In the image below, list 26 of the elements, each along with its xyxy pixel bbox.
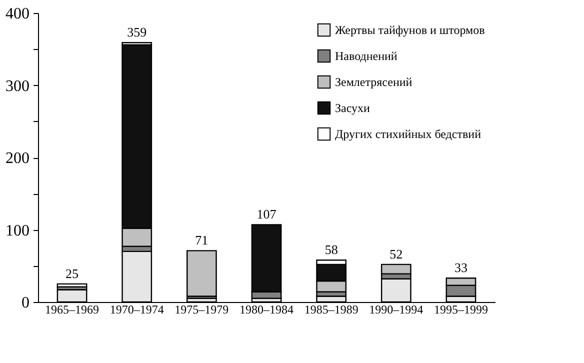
x-tick-label: 1965–1969 [45, 302, 100, 316]
x-tick-label: 1970–1974 [110, 302, 164, 316]
total-label: 359 [127, 24, 147, 40]
legend-label: Засухи [335, 101, 371, 115]
x-tick-label: 1980–1984 [240, 302, 294, 316]
legend-label: Жертвы тайфунов и штормов [335, 23, 486, 37]
total-label: 71 [195, 232, 208, 248]
y-tick-label: 100 [6, 222, 30, 240]
total-label: 52 [390, 246, 403, 262]
y-tick-label: 400 [6, 6, 30, 22]
x-tick-label: 1990–1994 [369, 302, 424, 316]
total-label: 33 [454, 260, 468, 276]
legend-label: Других стихийных бедствий [335, 127, 482, 141]
bar [56, 283, 88, 288]
y-tick-label: 0 [22, 294, 30, 312]
y-tick-label: 200 [6, 150, 30, 167]
x-tick-label: 1975–1979 [174, 302, 229, 316]
y-tick-label: 300 [6, 78, 30, 95]
x-tick-label: 1985–1989 [304, 302, 358, 316]
total-label: 107 [256, 206, 277, 222]
bar [186, 250, 217, 297]
x-tick-label: 1995–1999 [434, 302, 488, 316]
legend-label: Наводнений [335, 49, 398, 63]
total-label: 58 [324, 242, 338, 258]
legend-label: Землетрясений [335, 75, 413, 89]
total-label: 25 [66, 266, 79, 281]
